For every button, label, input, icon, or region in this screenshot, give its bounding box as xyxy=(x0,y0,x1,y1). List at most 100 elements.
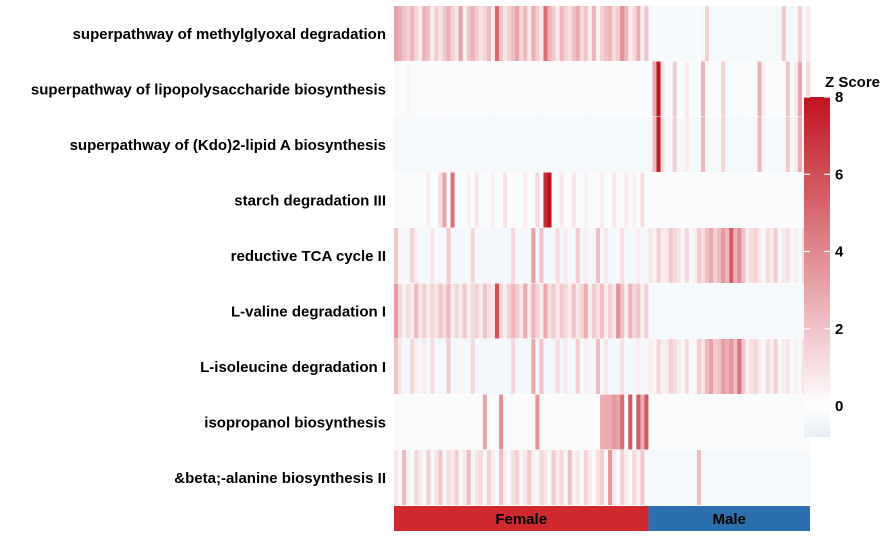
heatmap-cell xyxy=(583,6,589,61)
heatmap-cell xyxy=(454,117,460,172)
heatmap-cell xyxy=(559,339,565,394)
heatmap-cell xyxy=(515,61,520,117)
heatmap-cell xyxy=(753,6,758,61)
heatmap-cell xyxy=(797,172,803,228)
heatmap-cell xyxy=(450,339,455,394)
heatmap-cell xyxy=(709,228,714,283)
heatmap-cell xyxy=(494,450,500,505)
heatmap-cell xyxy=(499,450,504,505)
heatmap-cell xyxy=(700,172,706,228)
heatmap-cell xyxy=(430,450,435,505)
heatmap-cell xyxy=(462,394,468,450)
heatmap-cell xyxy=(575,228,581,283)
heatmap-cell xyxy=(717,172,722,228)
heatmap-cell xyxy=(515,172,520,228)
heatmap-cell xyxy=(547,172,552,228)
heatmap-cell xyxy=(765,117,771,172)
heatmap-cell xyxy=(789,339,795,394)
heatmap-cell xyxy=(640,6,645,61)
heatmap-cell xyxy=(486,228,492,283)
heatmap-cell xyxy=(442,450,447,505)
heatmap-cell xyxy=(551,117,556,172)
heatmap-cell xyxy=(414,6,419,61)
heatmap-cell xyxy=(773,450,779,505)
heatmap-cell xyxy=(587,172,593,228)
heatmap-cell xyxy=(438,394,443,450)
heatmap-cell xyxy=(729,61,734,117)
heatmap-cell xyxy=(636,117,641,172)
heatmap-cell xyxy=(696,450,702,505)
heatmap-cell xyxy=(494,339,500,394)
heatmap-cell xyxy=(462,172,468,228)
heatmap-cell xyxy=(547,61,552,117)
heatmap-cell xyxy=(571,117,577,172)
heatmap-cell xyxy=(583,228,589,283)
heatmap-cell xyxy=(620,283,625,339)
heatmap-cell xyxy=(757,61,762,117)
heatmap-cell xyxy=(660,228,665,283)
heatmap-cell xyxy=(797,339,803,394)
heatmap-cell xyxy=(559,228,565,283)
heatmap-cell xyxy=(729,450,734,505)
heatmap-cell xyxy=(478,283,484,339)
heatmap-cell xyxy=(692,228,698,283)
heatmap-cell xyxy=(402,172,407,228)
heatmap-cell xyxy=(414,61,419,117)
heatmap-cell xyxy=(402,117,407,172)
heatmap-cell xyxy=(733,283,738,339)
heatmap-cell xyxy=(583,283,589,339)
heatmap-cell xyxy=(486,450,492,505)
heatmap-cell xyxy=(535,450,540,505)
heatmap-cell xyxy=(692,450,698,505)
heatmap-cell xyxy=(696,228,702,283)
heatmap-cell xyxy=(394,61,399,117)
heatmap-cell xyxy=(612,394,617,450)
heatmap-cell xyxy=(462,339,468,394)
heatmap-cell xyxy=(688,283,694,339)
heatmap-cell xyxy=(402,228,407,283)
heatmap-cell xyxy=(402,61,407,117)
heatmap-cell xyxy=(652,228,657,283)
heatmap-cell xyxy=(406,6,411,61)
heatmap-cell xyxy=(503,228,508,283)
heatmap-cell xyxy=(579,6,585,61)
heatmap-cell xyxy=(644,394,649,450)
heatmap-cell xyxy=(628,117,633,172)
heatmap-cell xyxy=(660,394,665,450)
heatmap-cell xyxy=(789,6,795,61)
heatmap-cell xyxy=(418,61,423,117)
heatmap-cell xyxy=(527,394,532,450)
heatmap-cell xyxy=(531,450,536,505)
legend-color-bar xyxy=(804,97,830,437)
heatmap-cell xyxy=(733,61,738,117)
heatmap-cell xyxy=(765,339,771,394)
heatmap-cell xyxy=(523,450,528,505)
heatmap-cell xyxy=(547,339,552,394)
heatmap-cell xyxy=(543,117,548,172)
heatmap-cell xyxy=(555,117,560,172)
heatmap-cell xyxy=(426,394,431,450)
heatmap-cell xyxy=(567,450,573,505)
heatmap-cell xyxy=(414,283,419,339)
heatmap-cell xyxy=(458,394,464,450)
heatmap-cell xyxy=(462,450,468,505)
heatmap-cell xyxy=(446,394,451,450)
heatmap-cell xyxy=(676,450,682,505)
heatmap-cell xyxy=(664,339,670,394)
heatmap-cell xyxy=(616,6,621,61)
heatmap-cell xyxy=(402,6,407,61)
heatmap-cell xyxy=(398,394,403,450)
heatmap-cell xyxy=(547,228,552,283)
heatmap-cell xyxy=(793,283,799,339)
heatmap-cell xyxy=(644,61,649,117)
heatmap-cell xyxy=(543,61,548,117)
heatmap-cell xyxy=(591,450,597,505)
heatmap-cell xyxy=(616,61,621,117)
heatmap-cell xyxy=(402,450,407,505)
heatmap-cell xyxy=(604,117,609,172)
heatmap-cell xyxy=(539,394,544,450)
heatmap-cell xyxy=(761,6,766,61)
heatmap-cell xyxy=(628,172,633,228)
heatmap-row xyxy=(394,61,811,117)
heatmap-cell xyxy=(466,228,472,283)
